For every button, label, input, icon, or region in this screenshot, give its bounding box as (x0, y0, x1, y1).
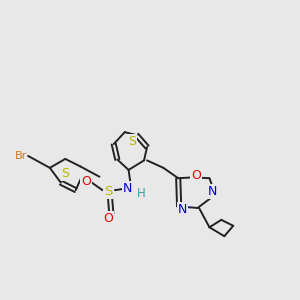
Text: O: O (103, 212, 113, 225)
Text: S: S (61, 167, 69, 180)
Text: O: O (81, 175, 91, 188)
Text: S: S (128, 135, 136, 148)
Text: S: S (104, 185, 112, 198)
Text: Br: Br (14, 151, 27, 161)
Text: H: H (137, 188, 146, 200)
Text: O: O (191, 169, 201, 182)
Text: N: N (123, 182, 132, 195)
Text: N: N (208, 185, 217, 198)
Text: N: N (178, 203, 188, 216)
